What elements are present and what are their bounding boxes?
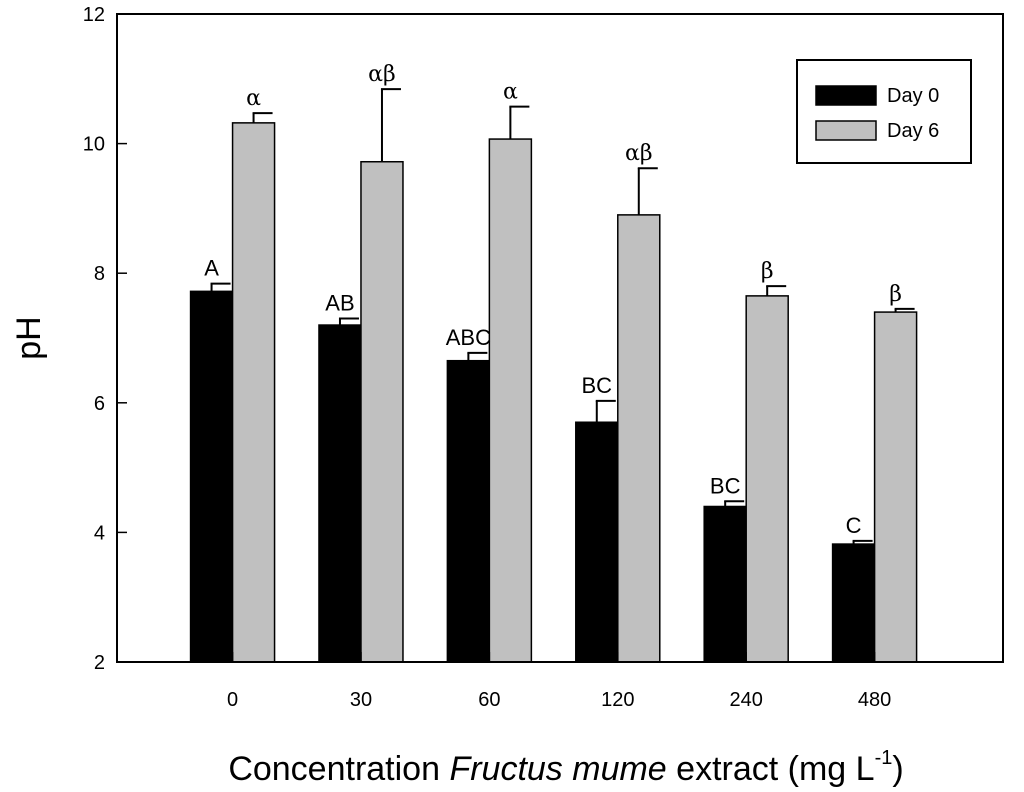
bar-day6-240 [745, 295, 789, 663]
bar-day6-30 [360, 160, 404, 663]
significance-letter-day6-0: α [246, 86, 261, 111]
x-tick-label-240: 240 [730, 689, 763, 711]
significance-letter-day0-480: C [846, 513, 862, 538]
bar-day6-60 [488, 138, 533, 663]
legend-label-day6: Day 6 [887, 120, 939, 142]
y-tick-label-4: 4 [94, 522, 105, 544]
significance-letter-day6-240: β [761, 259, 774, 284]
bar-day0-0 [189, 290, 234, 663]
bar-day0-120 [575, 421, 619, 663]
x-tick-label-0: 0 [227, 689, 238, 711]
significance-letter-day0-30: AB [325, 291, 354, 316]
legend-swatch-day6 [815, 120, 877, 141]
y-tick-label-10: 10 [83, 134, 105, 156]
legend-label-day0: Day 0 [887, 85, 939, 107]
x-axis-title-prefix: Concentration [228, 750, 449, 788]
x-axis-title-species: Fructus mume [449, 750, 666, 788]
bar-day0-30 [318, 324, 362, 663]
significance-letter-day0-0: A [204, 256, 219, 281]
x-axis-title-close: ) [892, 750, 903, 788]
y-axis: 2 4 6 8 10 12 [83, 4, 127, 674]
significance-letter-day6-480: β [889, 282, 902, 307]
significance-letter-day6-60: α [503, 80, 518, 105]
bars-layer [189, 122, 918, 663]
x-axis-title-superscript: -1 [875, 747, 893, 769]
y-tick-label-6: 6 [94, 393, 105, 415]
y-axis-title: pH [10, 316, 48, 359]
significance-letter-day0-120: BC [582, 373, 613, 398]
significance-letters-layer: Aα AB αβ ABC α BC αβ BC β Cβ [204, 62, 902, 538]
y-tick-label-12: 12 [83, 4, 105, 26]
x-tick-label-120: 120 [601, 689, 634, 711]
bar-day0-60 [446, 359, 491, 663]
error-bars-layer [210, 88, 915, 545]
y-tick-label-2: 2 [94, 652, 105, 674]
x-axis-title: Concentration Fructus mume extract (mg L… [228, 747, 903, 788]
bar-day0-240 [703, 505, 747, 663]
x-tick-label-30: 30 [350, 689, 372, 711]
y-tick-label-8: 8 [94, 263, 105, 285]
plot-frame [116, 13, 1004, 663]
bar-day6-120 [617, 214, 661, 663]
significance-letter-day6-120: αβ [625, 141, 653, 166]
bar-day6-0 [231, 122, 276, 663]
x-tick-label-60: 60 [478, 689, 500, 711]
legend: Day 0 Day 6 [796, 59, 972, 164]
bar-day0-480 [831, 543, 876, 663]
x-tick-label-480: 480 [858, 689, 891, 711]
legend-box [796, 59, 972, 164]
significance-letter-day6-30: αβ [368, 62, 396, 87]
legend-swatch-day0 [815, 85, 877, 106]
x-axis-title-suffix: extract (mg L [667, 750, 875, 788]
x-axis: 0 30 60 120 240 480 [227, 652, 891, 711]
significance-letter-day0-60: ABC [446, 325, 491, 350]
bar-day6-480 [873, 311, 918, 663]
significance-letter-day0-240: BC [710, 473, 741, 498]
